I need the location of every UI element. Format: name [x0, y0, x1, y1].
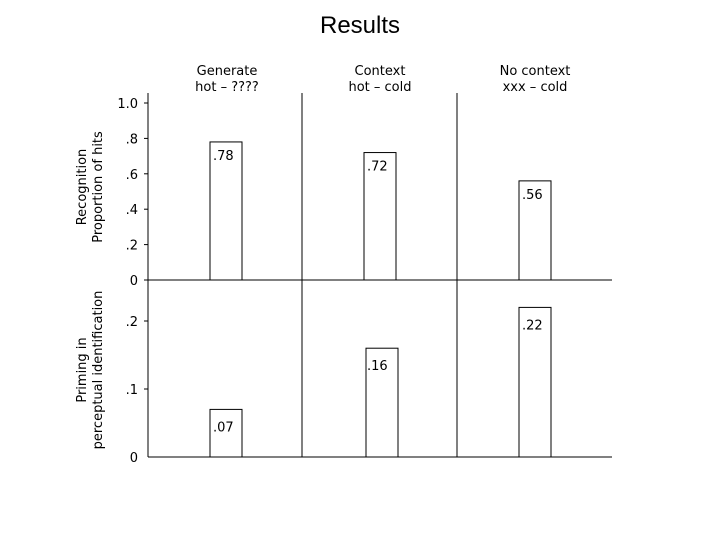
top-bar [363, 152, 397, 281]
bottom-ytick-label: .1 [126, 383, 138, 398]
bottom-bar-value-label: .22 [522, 318, 543, 333]
bottom-bar-value-label: .07 [213, 420, 234, 435]
top-y-axis-title: RecognitionProportion of hits [75, 131, 106, 243]
top-bar [209, 141, 243, 281]
top-ytick-label: 1.0 [117, 97, 138, 112]
category-label: No context xxx – cold [500, 64, 571, 95]
bottom-bar-value-label: .16 [367, 359, 388, 374]
top-bar [518, 180, 552, 281]
bottom-bar [365, 347, 399, 458]
category-label: Generate hot – ???? [195, 64, 259, 95]
bottom-y-axis-title: Priming inperceptual identification [75, 291, 106, 450]
bottom-ytick-label: 0 [130, 451, 138, 466]
top-ytick-label: .4 [126, 203, 138, 218]
top-bar-value-label: .78 [213, 149, 234, 164]
top-ytick-label: 0 [130, 274, 138, 289]
slide-title: Results [319, 12, 401, 39]
top-bar-value-label: .72 [367, 160, 388, 175]
bottom-bar [209, 408, 243, 458]
bottom-ytick-label: .2 [126, 315, 138, 330]
top-bar-value-label: .56 [522, 188, 543, 203]
category-label: Context hot – cold [348, 64, 411, 95]
top-ytick-label: .2 [126, 239, 138, 254]
top-ytick-label: .8 [126, 132, 138, 147]
top-ytick-label: .6 [126, 168, 138, 183]
bottom-bar [518, 306, 552, 458]
